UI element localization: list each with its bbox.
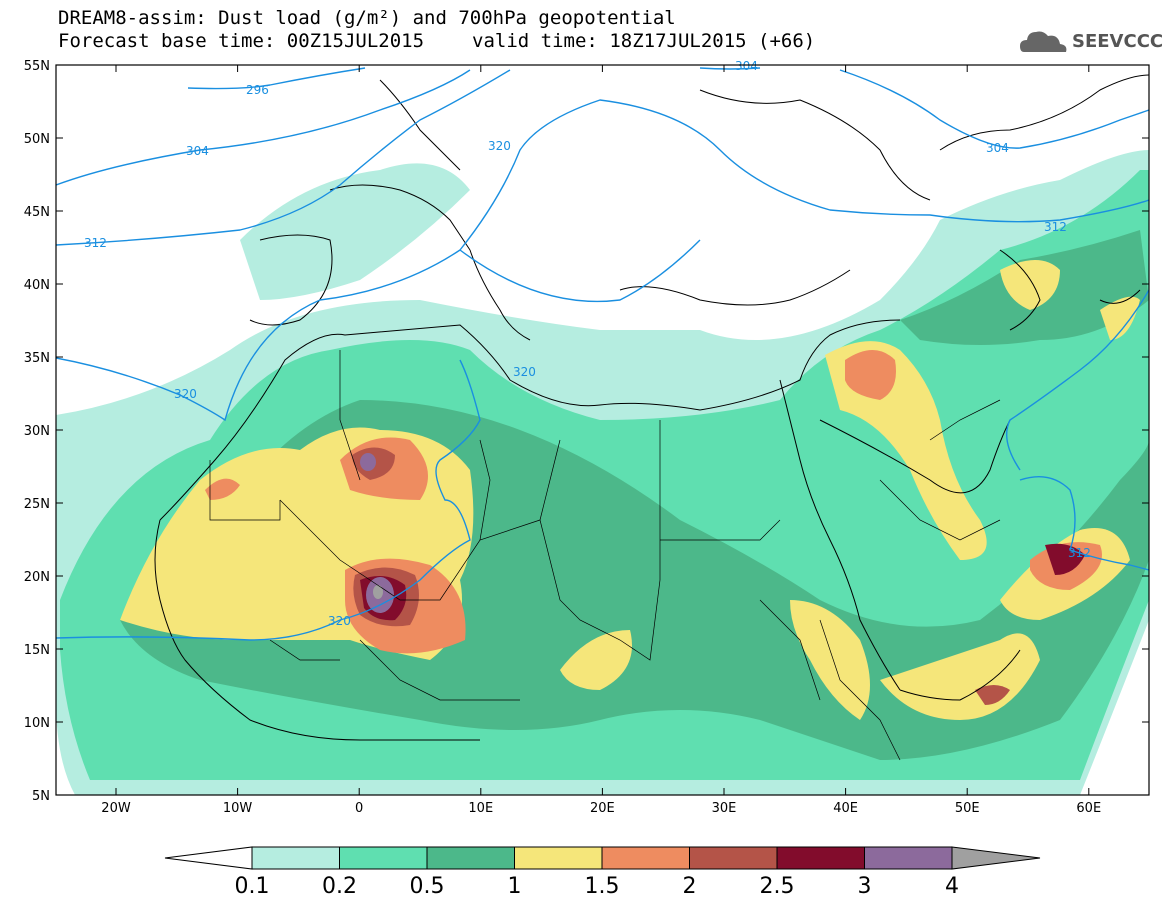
lat-label: 30N — [24, 424, 50, 439]
colorbar-label: 3 — [858, 874, 872, 899]
lon-label: 50E — [955, 801, 980, 816]
base-time: Forecast base time: 00Z15JUL2015 — [58, 30, 425, 52]
contour-label: 304 — [986, 141, 1009, 155]
lon-label: 30E — [712, 801, 737, 816]
lat-label: 40N — [24, 278, 50, 293]
lat-label: 35N — [24, 351, 50, 366]
map-title: DREAM8-assim: Dust load (g/m²) and 700hP… — [58, 7, 676, 29]
lat-label: 25N — [24, 497, 50, 512]
borders — [209, 350, 1001, 761]
colorbar-swatch — [426, 846, 515, 870]
contour-label: 320 — [328, 614, 351, 628]
lon-label: 20W — [101, 801, 131, 816]
lat-label: 45N — [24, 205, 50, 220]
lon-label: 10E — [468, 801, 493, 816]
colorbar-swatch — [776, 846, 865, 870]
colorbar-label: 0.5 — [410, 874, 445, 899]
colorbar-swatch — [601, 846, 690, 870]
colorbar-label: 2.5 — [760, 874, 795, 899]
colorbar-label: 1 — [508, 874, 522, 899]
longitude-axis: 20W 10W 0 10E 20E 30E 40E 50E 60E — [101, 65, 1101, 816]
contour-label: 320 — [174, 387, 197, 401]
geopotential-contours — [56, 67, 1149, 641]
map-subtitle: Forecast base time: 00Z15JUL2015 valid ti… — [58, 31, 815, 51]
contour-label: 304 — [735, 59, 758, 73]
lat-label: 15N — [24, 643, 50, 658]
colorbar-swatch — [864, 846, 953, 870]
lon-label: 40E — [833, 801, 858, 816]
lon-label: 10W — [223, 801, 253, 816]
dust-field — [56, 150, 1149, 795]
colorbar-max-arrow — [951, 846, 1041, 870]
colorbar-swatch — [689, 846, 778, 870]
colorbar-min-arrow — [164, 846, 253, 870]
latitude-axis: 55N 50N 45N 40N 35N 30N 25N 20N 15N 10N 5N — [24, 59, 1149, 804]
logo-text: SEEVCCC — [1072, 31, 1164, 52]
contour-labels: 296 304 304 304 312 312 312 320 320 320 … — [84, 59, 1091, 628]
contour-label: 304 — [186, 144, 209, 158]
lat-label: 10N — [24, 716, 50, 731]
colorbar-label: 0.2 — [322, 874, 357, 899]
colorbar-swatch — [514, 846, 603, 870]
colorbar-swatch — [251, 846, 340, 870]
coastlines — [154, 74, 1149, 741]
cloud-icon — [1020, 31, 1067, 52]
contour-label: 296 — [246, 83, 269, 97]
lon-label: 20E — [590, 801, 615, 816]
contour-label: 312 — [1068, 546, 1091, 560]
contour-label: 312 — [84, 236, 107, 250]
lat-label: 5N — [32, 789, 50, 804]
colorbar-label: 1.5 — [585, 874, 620, 899]
lon-label: 60E — [1076, 801, 1101, 816]
lat-label: 20N — [24, 570, 50, 585]
colorbar-label: 2 — [683, 874, 697, 899]
colorbar: 0.1 0.2 0.5 1 1.5 2 2.5 3 4 — [164, 846, 1041, 899]
contour-label: 320 — [488, 139, 511, 153]
contour-label: 320 — [513, 365, 536, 379]
contour-label: 312 — [1044, 220, 1067, 234]
valid-time: valid time: 18Z17JUL2015 (+66) — [472, 30, 816, 52]
lat-label: 55N — [24, 59, 50, 74]
colorbar-swatch — [339, 846, 428, 870]
colorbar-label: 4 — [945, 874, 959, 899]
lon-label: 0 — [355, 801, 363, 816]
lat-label: 50N — [24, 132, 50, 147]
colorbar-label: 0.1 — [235, 874, 270, 899]
